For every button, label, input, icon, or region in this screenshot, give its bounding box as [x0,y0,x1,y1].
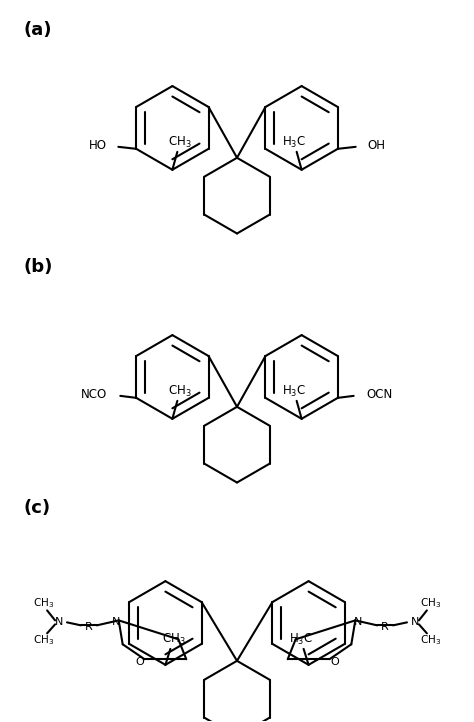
Text: N: N [411,617,419,627]
Text: NCO: NCO [81,388,108,401]
Text: OCN: OCN [366,388,393,401]
Text: H$_3$C: H$_3$C [282,384,306,399]
Text: O: O [135,657,144,667]
Text: CH$_3$: CH$_3$ [168,384,192,399]
Text: R: R [85,622,93,632]
Text: R: R [381,622,389,632]
Text: N: N [111,617,120,627]
Text: CH$_3$: CH$_3$ [168,135,192,150]
Text: (a): (a) [23,22,52,39]
Text: N: N [354,617,363,627]
Text: CH$_3$: CH$_3$ [420,633,441,647]
Text: (c): (c) [23,500,50,518]
Text: HO: HO [88,139,106,152]
Text: CH$_3$: CH$_3$ [33,596,54,610]
Text: H$_3$C: H$_3$C [282,135,306,150]
Text: CH$_3$: CH$_3$ [420,596,441,610]
Text: OH: OH [368,139,386,152]
Text: CH$_3$: CH$_3$ [162,632,185,648]
Text: H$_3$C: H$_3$C [289,632,313,648]
Text: CH$_3$: CH$_3$ [33,633,54,647]
Text: (b): (b) [23,258,53,277]
Text: N: N [55,617,63,627]
Text: O: O [330,657,339,667]
